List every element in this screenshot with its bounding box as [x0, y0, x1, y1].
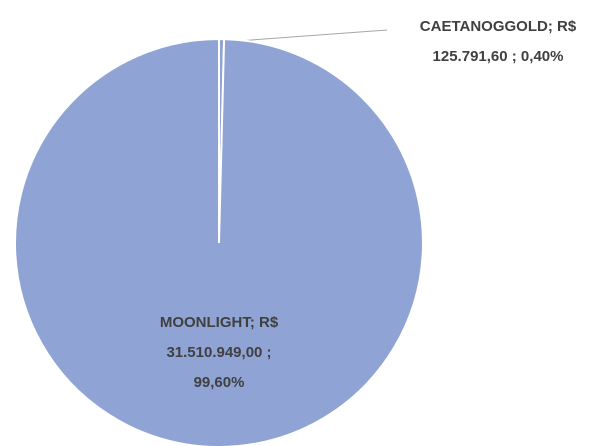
data-label: 99,60% — [194, 374, 245, 391]
data-label: CAETANOGGOLD; R$ — [420, 18, 577, 35]
data-label: 31.510.949,00 ; — [166, 344, 271, 361]
data-label: MOONLIGHT; R$ — [160, 314, 279, 331]
data-label: 125.791,60 ; 0,40% — [433, 48, 564, 65]
pie-slice — [14, 37, 424, 446]
leader-line — [223, 29, 388, 43]
